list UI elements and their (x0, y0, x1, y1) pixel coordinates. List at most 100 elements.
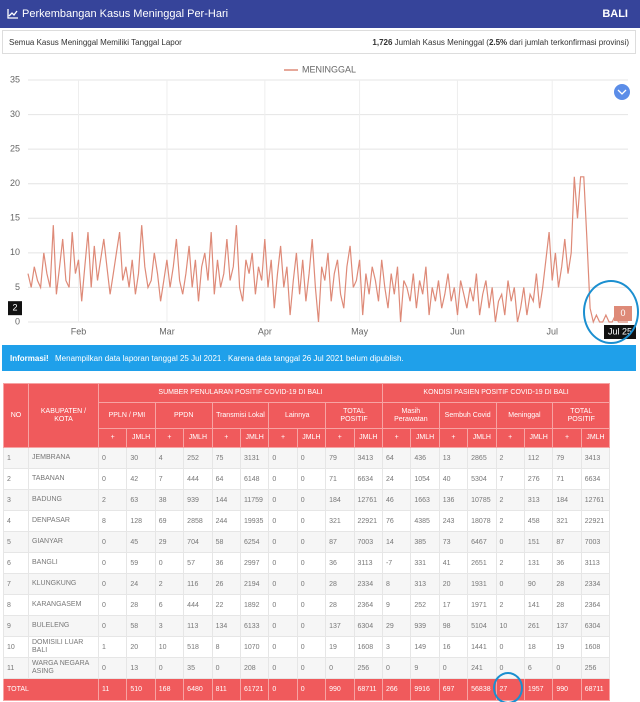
value-cell: 57 (183, 552, 213, 574)
value-cell: 19 (325, 636, 355, 658)
value-cell: 28 (552, 573, 582, 595)
plus-header: + (97, 428, 128, 448)
value-cell: 0 (97, 594, 128, 616)
value-cell: 0 (97, 657, 128, 679)
total-cell: 266 (381, 678, 412, 701)
sub-header: Lainnya (268, 402, 327, 429)
value-cell: 2858 (183, 510, 213, 532)
value-cell: 1971 (467, 594, 497, 616)
chart-icon (7, 9, 18, 19)
value-cell: 134 (211, 615, 241, 637)
x-tick-label: Apr (258, 326, 272, 336)
value-cell: 0 (268, 594, 298, 616)
total-cell: 56838 (467, 678, 497, 701)
group-header: KONDISI PASIEN POSITIF COVID-19 DI BALI (381, 383, 611, 403)
value-cell: 3131 (239, 447, 270, 469)
value-cell: 3413 (580, 447, 611, 469)
total-cell: 68711 (580, 678, 611, 701)
x-tick-label: Jul (546, 326, 558, 336)
region-cell: DENPASAR (28, 510, 99, 532)
value-cell: 136 (438, 489, 469, 511)
value-cell: 0 (325, 657, 355, 679)
total-cell: 990 (325, 678, 355, 701)
value-cell: 19 (552, 636, 582, 658)
value-cell: 0 (268, 468, 298, 490)
summary-left: Semua Kasus Meninggal Memiliki Tanggal L… (9, 38, 182, 47)
total-count: 1,726 (372, 38, 393, 47)
value-cell: 208 (239, 657, 270, 679)
plus-header: + (438, 428, 469, 448)
value-cell: 1892 (239, 594, 270, 616)
value-cell: 6133 (239, 615, 270, 637)
table-row: 1 JEMBRANA 0 30 4 252 75 3131 0 0 79 3413 64 436 13 286… (3, 447, 611, 469)
value-cell: 71 (552, 468, 582, 490)
value-cell: 4 (3, 510, 29, 532)
value-cell: 6304 (353, 615, 383, 637)
value-cell: 6254 (239, 531, 270, 553)
sub-header: PPLN / PMI (98, 402, 156, 429)
value-cell: 0 (495, 573, 525, 595)
value-cell: 0 (296, 531, 327, 553)
value-cell: 40 (438, 468, 469, 490)
value-cell: 14 (381, 531, 412, 553)
table-row: 10 DOMISILI LUAR BALI 1 20 10 518 8 1070 0 0 19 160… (3, 636, 611, 658)
value-cell: 3 (3, 489, 29, 511)
value-cell: 63 (126, 489, 156, 511)
value-cell: 87 (325, 531, 355, 553)
value-cell: 42 (126, 468, 156, 490)
header-row: PPLN / PMI PPDN Transmisi Lokal Lainnya TOTA… (4, 402, 611, 429)
value-cell: 22 (211, 594, 241, 616)
crosshair-y-label: 2 (12, 303, 17, 313)
value-cell: 0 (268, 447, 298, 469)
value-cell: 0 (296, 468, 327, 490)
menu-icon (617, 89, 627, 95)
sub-header: PPDN (154, 402, 213, 429)
value-cell: 16 (438, 636, 469, 658)
value-cell: 58 (211, 531, 241, 553)
info-text: Menampilkan data laporan tanggal 25 Jul … (55, 354, 404, 363)
value-cell: 0 (97, 468, 128, 490)
value-cell: 256 (580, 657, 611, 679)
value-cell: 0 (268, 552, 298, 574)
value-cell: 7 (3, 573, 29, 595)
value-cell: 313 (410, 573, 440, 595)
value-cell: 79 (325, 447, 355, 469)
value-cell: 0 (381, 657, 412, 679)
value-cell: 276 (523, 468, 554, 490)
header-region: BALI (602, 8, 628, 20)
value-cell: 444 (183, 468, 213, 490)
value-cell: 2651 (467, 552, 497, 574)
value-cell: 444 (183, 594, 213, 616)
value-cell: 321 (552, 510, 582, 532)
value-cell: 116 (183, 573, 213, 595)
value-cell: 36 (211, 552, 241, 574)
crosshair-y-box (8, 301, 22, 316)
value-cell: 87 (552, 531, 582, 553)
header-title: Perkembangan Kasus Meninggal Per-Hari (22, 8, 229, 20)
y-tick-label: 10 (10, 247, 20, 257)
menu-button[interactable] (614, 84, 630, 100)
info-label: Informasi! (10, 354, 49, 363)
value-cell: 6634 (353, 468, 383, 490)
value-cell: 261 (523, 615, 554, 637)
value-cell: 113 (183, 615, 213, 637)
value-cell: 10 (3, 636, 29, 658)
value-cell: 10 (495, 615, 525, 637)
table-row: 7 KLUNGKUNG 0 24 2 116 26 2194 0 0 28 2334 8 313 20 193… (3, 573, 611, 595)
value-cell: 385 (410, 531, 440, 553)
value-cell: 0 (97, 615, 128, 637)
value-cell: 26 (211, 573, 241, 595)
value-cell: 1441 (467, 636, 497, 658)
value-cell: 6 (154, 594, 185, 616)
region-cell: JEMBRANA (28, 447, 99, 469)
y-tick-label: 30 (10, 109, 20, 119)
total-cell: 510 (126, 678, 156, 701)
value-cell: 0 (268, 636, 298, 658)
value-cell: 46 (381, 489, 412, 511)
value-cell: 2 (154, 573, 185, 595)
plus-header: + (552, 428, 582, 448)
region-cell: KLUNGKUNG (28, 573, 99, 595)
value-cell: 64 (211, 468, 241, 490)
value-cell: 2997 (239, 552, 270, 574)
